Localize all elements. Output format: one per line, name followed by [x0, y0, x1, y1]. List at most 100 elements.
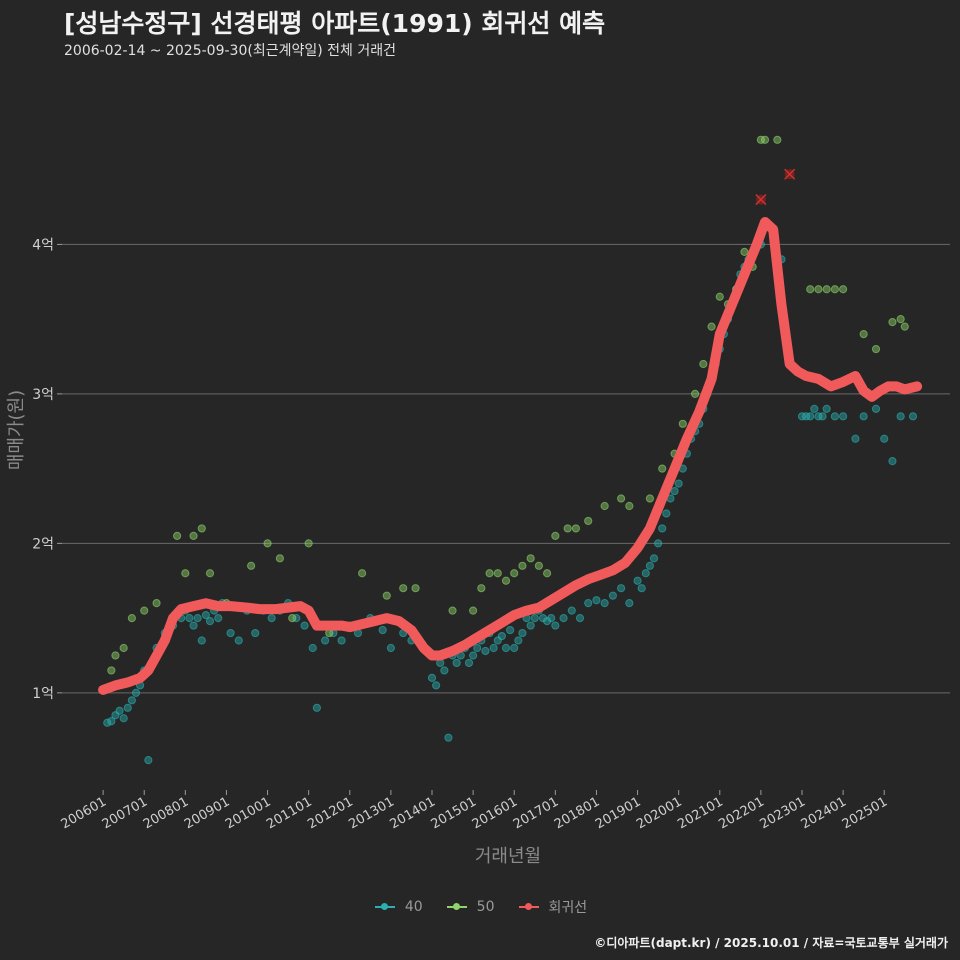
- y-tick-label: 4억: [32, 237, 54, 253]
- data-point-40: [123, 703, 132, 712]
- data-point-40: [214, 614, 223, 623]
- x-tick-label: 200701: [100, 794, 150, 832]
- data-point-50: [830, 285, 839, 294]
- x-tick-label: 202301: [758, 794, 808, 832]
- data-point-50: [691, 389, 700, 398]
- data-point-50: [900, 322, 909, 331]
- data-point-40: [592, 596, 601, 605]
- data-point-50: [715, 292, 724, 301]
- x-tick-label: 200801: [141, 794, 191, 832]
- data-point-40: [908, 412, 918, 421]
- data-point-50: [493, 569, 502, 578]
- data-point-40: [645, 561, 654, 570]
- data-point-50: [501, 576, 511, 585]
- data-point-40: [530, 614, 539, 623]
- data-point-40: [810, 404, 819, 413]
- data-point-50: [399, 584, 408, 593]
- x-tick-label: 201601: [470, 794, 520, 832]
- series-50: [107, 135, 909, 675]
- source-credit: ©디아파트(dapt.kr) / 2025.10.01 / 자료=국토교통부 실…: [594, 936, 948, 950]
- data-point-50: [871, 344, 881, 354]
- data-point-40: [300, 621, 309, 630]
- data-point-50: [707, 322, 716, 331]
- data-point-50: [814, 285, 823, 294]
- data-point-40: [543, 616, 552, 626]
- data-point-40: [830, 412, 839, 421]
- data-point-40: [251, 628, 260, 638]
- data-point-40: [292, 614, 301, 623]
- data-point-40: [127, 696, 136, 705]
- data-point-50: [859, 330, 868, 339]
- data-point-50: [888, 318, 897, 327]
- data-point-50: [119, 643, 128, 653]
- data-point-50: [822, 285, 831, 294]
- data-point-50: [543, 569, 552, 578]
- outlier-markers: [755, 168, 796, 206]
- data-point-40: [518, 628, 527, 638]
- data-point-40: [802, 412, 811, 421]
- x-tick-label: 201101: [264, 794, 314, 832]
- data-point-40: [559, 614, 568, 623]
- regression-line-path: [98, 217, 923, 695]
- data-point-40: [193, 614, 202, 623]
- data-point-40: [481, 646, 490, 656]
- x-axis-label: 거래년월: [475, 846, 541, 867]
- x-tick-label: 201801: [552, 794, 602, 832]
- data-point-40: [107, 717, 116, 726]
- data-point-40: [600, 599, 609, 608]
- data-point-40: [337, 636, 346, 645]
- data-point-50: [806, 285, 815, 294]
- data-point-40: [633, 576, 642, 585]
- data-point-50: [181, 569, 190, 578]
- data-point-50: [275, 554, 284, 563]
- data-point-50: [411, 584, 420, 593]
- data-point-40: [386, 643, 395, 653]
- data-point-40: [197, 636, 206, 645]
- data-point-40: [625, 599, 634, 608]
- data-point-40: [888, 457, 897, 466]
- data-point-50: [111, 651, 120, 660]
- data-point-50: [263, 539, 272, 548]
- x-tick-label: 202201: [716, 794, 766, 832]
- data-point-50: [247, 561, 256, 570]
- y-tick-label: 2억: [32, 536, 54, 552]
- data-point-50: [288, 614, 297, 623]
- x-tick-label: 201901: [593, 794, 643, 832]
- y-tick-label: 1억: [32, 686, 54, 702]
- outlier-cross: [755, 194, 767, 206]
- data-point-40: [308, 643, 317, 653]
- data-point-40: [473, 643, 482, 653]
- data-point-40: [547, 614, 556, 623]
- data-point-40: [506, 625, 515, 635]
- data-point-50: [896, 315, 905, 324]
- data-point-40: [818, 412, 827, 421]
- data-point-40: [674, 479, 683, 488]
- data-point-50: [645, 494, 654, 503]
- data-point-40: [452, 658, 461, 668]
- data-point-50: [485, 569, 494, 578]
- data-point-40: [641, 569, 650, 578]
- data-point-50: [658, 464, 667, 473]
- x-tick-label: 201001: [223, 794, 273, 832]
- data-point-40: [510, 643, 519, 653]
- legend-label-trend: 회귀선: [548, 900, 588, 916]
- data-point-50: [518, 561, 527, 570]
- data-point-50: [699, 359, 708, 369]
- data-point-40: [205, 616, 215, 626]
- data-point-40: [822, 404, 831, 413]
- data-point-40: [880, 434, 889, 443]
- x-tick-label: 201301: [346, 794, 396, 832]
- gridlines: [62, 243, 950, 694]
- data-point-40: [144, 756, 153, 765]
- data-point-50: [625, 501, 634, 511]
- data-point-40: [234, 636, 243, 645]
- data-point-40: [859, 412, 868, 421]
- data-point-40: [839, 412, 848, 421]
- data-point-40: [670, 486, 679, 496]
- legend-key-40: [373, 901, 397, 913]
- data-point-40: [432, 681, 441, 690]
- x-axis-ticks: 2006012007012008012009012010012011012012…: [59, 790, 890, 832]
- data-point-40: [226, 628, 235, 638]
- data-point-40: [267, 614, 276, 623]
- data-point-40: [584, 599, 593, 608]
